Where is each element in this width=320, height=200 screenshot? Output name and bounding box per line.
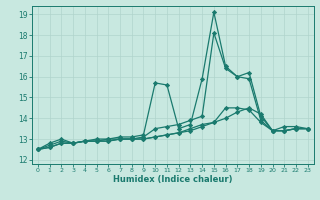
X-axis label: Humidex (Indice chaleur): Humidex (Indice chaleur) xyxy=(113,175,233,184)
